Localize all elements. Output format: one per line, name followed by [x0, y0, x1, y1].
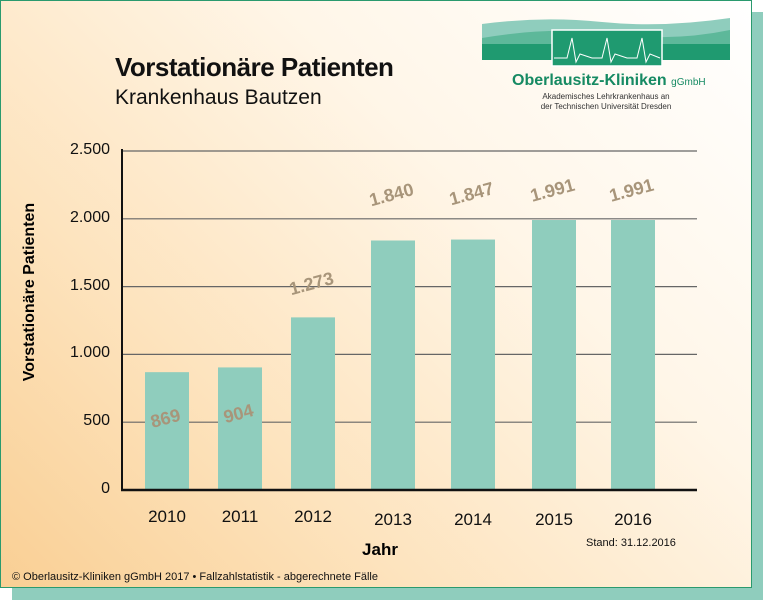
- y-tick-label: 1.000: [69, 344, 110, 362]
- x-tick-label: 2011: [221, 507, 259, 526]
- bar-2015: [532, 220, 576, 491]
- chart-title: Vorstationäre Patienten: [115, 52, 394, 82]
- y-tick-label: 1.500: [69, 276, 110, 294]
- data-label: 1.847: [447, 178, 496, 209]
- x-tick-label: 2014: [454, 510, 492, 529]
- data-label: 1.840: [367, 179, 416, 210]
- data-label: 1.991: [607, 175, 656, 206]
- x-tick-label: 2013: [374, 510, 412, 529]
- bar-2012: [291, 317, 335, 490]
- x-tick-label: 2010: [148, 507, 186, 526]
- x-axis-label: Jahr: [362, 540, 398, 559]
- stand-date: Stand: 31.12.2016: [586, 537, 676, 549]
- y-tick-label: 0: [101, 480, 110, 497]
- y-axis-label: Vorstationäre Patienten: [21, 202, 38, 382]
- data-label: 1.991: [528, 175, 577, 206]
- logo-landscape-icon: [482, 18, 730, 67]
- bar-2014: [451, 239, 495, 490]
- logo: Oberlausitz-Kliniken gGmbH Akademisches …: [482, 16, 730, 116]
- x-tick-label: 2012: [294, 507, 332, 526]
- logo-line2: der Technischen Universität Dresden: [540, 102, 672, 111]
- bar-2010: [145, 372, 189, 490]
- bar-2011: [218, 367, 262, 490]
- bar-2013: [371, 240, 415, 490]
- bar-2016: [611, 220, 655, 491]
- logo-line1: Akademisches Lehrkrankenhaus an: [542, 92, 670, 101]
- x-tick-label: 2016: [614, 510, 652, 529]
- data-label: 1.273: [287, 268, 336, 299]
- chart-subtitle: Krankenhaus Bautzen: [115, 86, 322, 109]
- y-tick-label: 2.000: [69, 208, 110, 226]
- x-tick-label: 2015: [535, 510, 573, 529]
- logo-name: Oberlausitz-Kliniken gGmbH: [512, 72, 706, 89]
- footer-copyright: © Oberlausitz-Kliniken gGmbH 2017 • Fall…: [12, 571, 378, 583]
- y-tick-label: 2.500: [69, 141, 110, 158]
- y-tick-label: 500: [83, 412, 110, 430]
